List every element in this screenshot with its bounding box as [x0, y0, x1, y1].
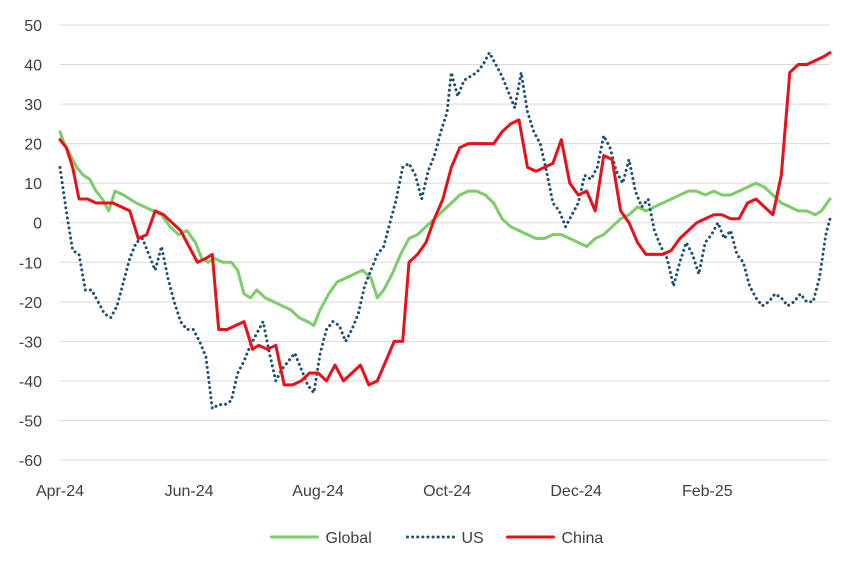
axes: -60 -50 -40 -30 -20 -10 0 10 20 30 40 50 Apr-24 Jun-2…: [19, 18, 733, 500]
y-tick-label: 0: [33, 216, 42, 233]
y-tick-label: 30: [24, 97, 42, 114]
y-tick-label: 20: [24, 137, 42, 154]
y-tick-label: 40: [24, 58, 42, 75]
x-tick-label: Feb-25: [682, 483, 733, 500]
series-line-global: [58, 130, 832, 327]
series-line-china: [58, 51, 832, 387]
x-tick-label: Aug-24: [292, 483, 344, 500]
y-tick-label: -10: [19, 255, 42, 272]
legend-label-us: US: [462, 530, 484, 547]
y-tick-label: -50: [19, 413, 42, 430]
y-tick-label: -30: [19, 334, 42, 351]
x-tick-label: Jun-24: [165, 483, 214, 500]
y-tick-label: -20: [19, 295, 42, 312]
legend-label-global: Global: [326, 530, 372, 547]
x-tick-label: Apr-24: [36, 483, 84, 500]
y-tick-label: 10: [24, 176, 42, 193]
legend-label-china: China: [562, 530, 604, 547]
y-tick-label: -60: [19, 453, 42, 470]
gridlines: [60, 24, 830, 461]
y-tick-label: -40: [19, 374, 42, 391]
x-tick-label: Dec-24: [550, 483, 602, 500]
legend: Global US China: [270, 530, 604, 547]
y-tick-label: 50: [24, 18, 42, 35]
x-tick-label: Oct-24: [423, 483, 471, 500]
series-lines: [58, 51, 832, 411]
series-line-us: [58, 51, 832, 411]
